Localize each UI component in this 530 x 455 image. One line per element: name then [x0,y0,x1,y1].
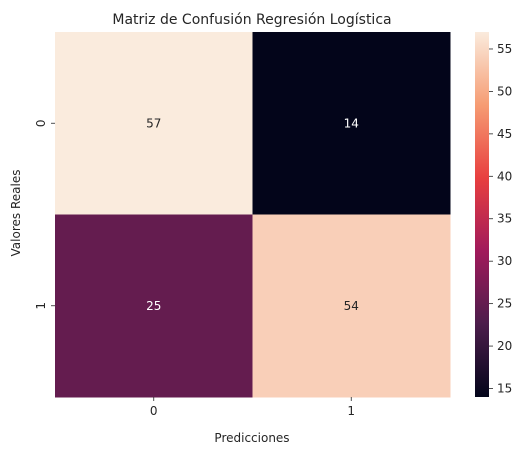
colorbar-tick-label: 35 [497,212,512,226]
colorbar-tick-label: 55 [497,42,512,56]
cell-value-label: 14 [344,116,359,130]
heatmap-cells [55,32,451,398]
colorbar [475,32,489,397]
heatmap-cell-1-0 [55,214,253,398]
heatmap-cell-0-1 [252,32,451,215]
colorbar-tick-label: 45 [497,127,512,141]
colorbar-tick-label: 40 [497,169,512,183]
heatmap-annotations: 57 14 25 54 [146,116,359,313]
cell-value-label: 25 [146,299,161,313]
cell-value-label: 57 [146,116,161,130]
x-tick-label: 1 [347,404,355,418]
colorbar-tick-label: 15 [497,382,512,396]
y-tick-label: 1 [34,302,48,310]
x-axis-label: Predicciones [214,431,289,445]
heatmap-cell-1-1 [252,214,451,398]
colorbar-tick-label: 50 [497,84,512,98]
colorbar-ticks: 15 20 25 30 35 40 45 50 55 [489,42,512,396]
colorbar-tick-label: 20 [497,339,512,353]
colorbar-tick-label: 30 [497,254,512,268]
cell-value-label: 54 [344,299,359,313]
y-axis: 01 [34,119,55,310]
y-tick-label: 0 [34,119,48,127]
heatmap-cell-0-0 [55,32,253,215]
x-tick-label: 0 [150,404,158,418]
chart-title: Matriz de Confusión Regresión Logística [112,12,391,28]
y-axis-label: Valores Reales [9,170,23,257]
colorbar-tick-label: 25 [497,297,512,311]
